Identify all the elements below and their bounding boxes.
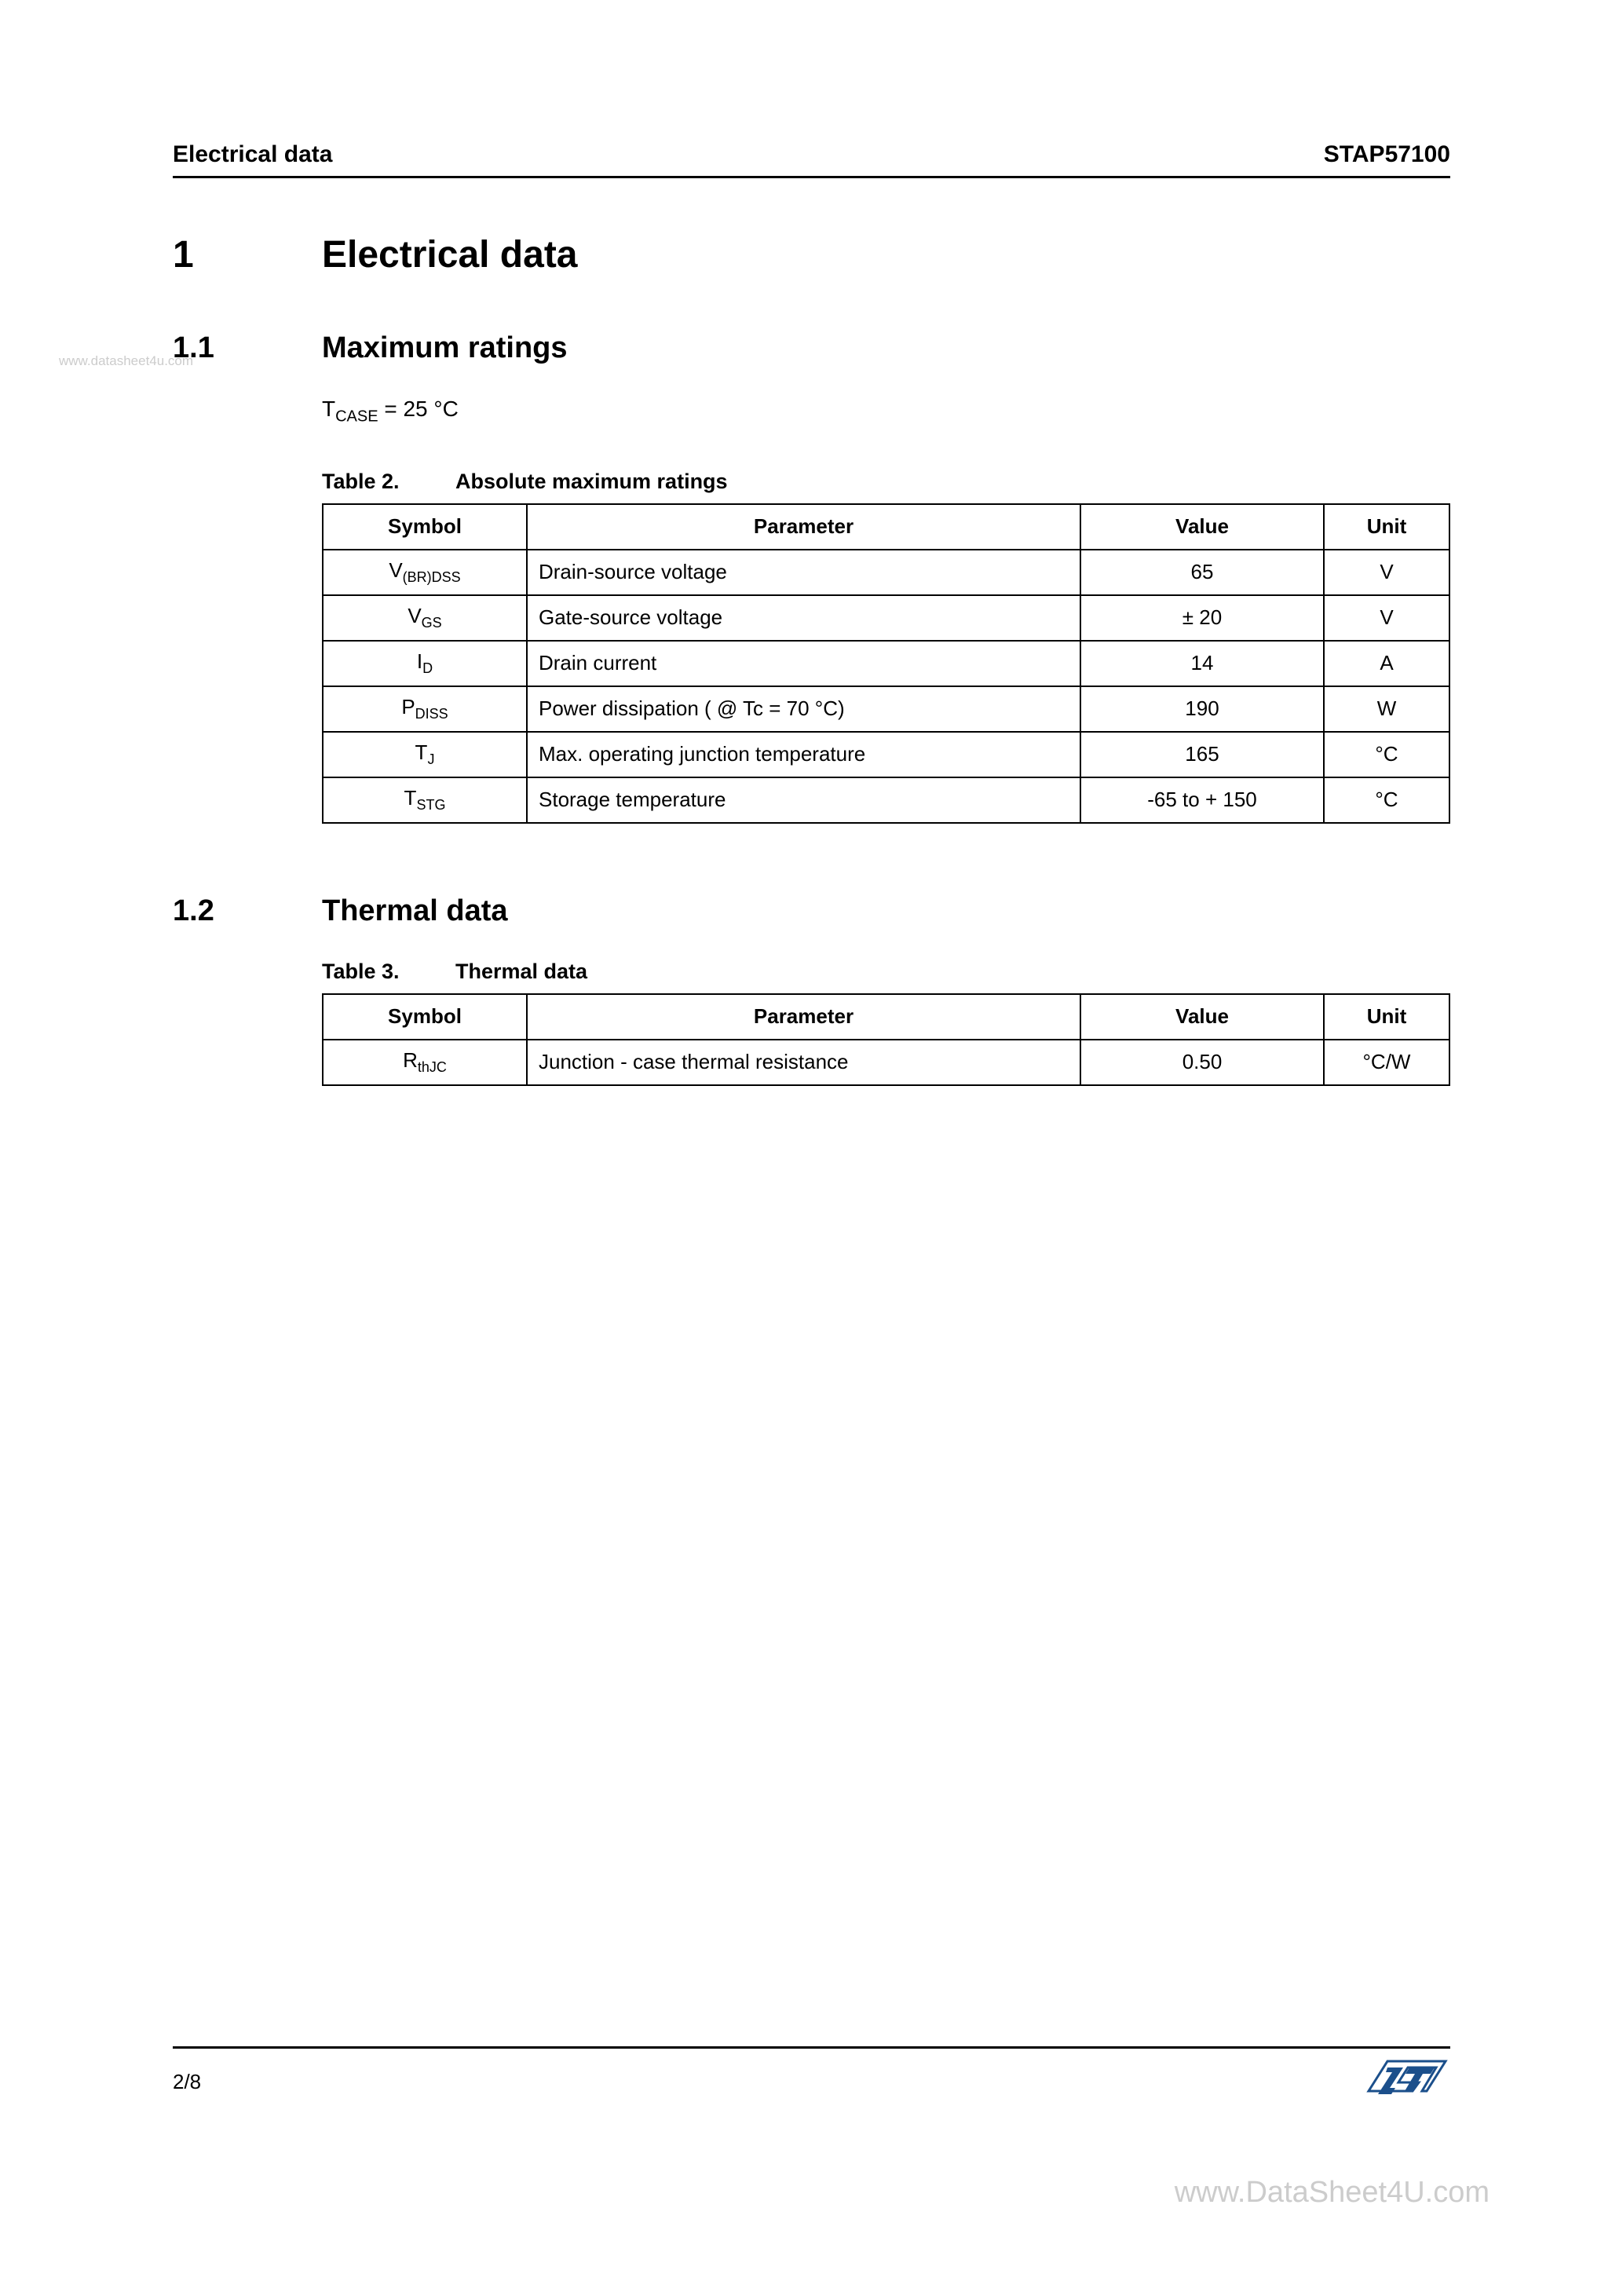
subsection-title: Maximum ratings — [322, 331, 568, 365]
table3-h-symbol: Symbol — [323, 994, 527, 1040]
table2-number: Table 2. — [322, 470, 455, 494]
table2-value: -65 to + 150 — [1080, 777, 1324, 823]
subsection-title: Thermal data — [322, 894, 508, 928]
table3-h-parameter: Parameter — [527, 994, 1080, 1040]
symbol-main: T — [404, 786, 417, 810]
symbol-sub: (BR)DSS — [403, 569, 461, 585]
tcase-prefix: T — [322, 397, 335, 421]
table2-unit: A — [1324, 641, 1449, 686]
watermark-small: www.datasheet4u.com — [59, 353, 193, 369]
content-1-2: Table 3.Thermal data Symbol Parameter Va… — [322, 960, 1450, 1086]
table2-h-unit: Unit — [1324, 504, 1449, 550]
table3-number: Table 3. — [322, 960, 455, 984]
subsection-number: 1.2 — [173, 894, 322, 928]
table3-h-value: Value — [1080, 994, 1324, 1040]
table2-row: IDDrain current14A — [323, 641, 1449, 686]
table2-value: 190 — [1080, 686, 1324, 732]
section-number: 1 — [173, 233, 322, 276]
section-1: 1 Electrical data — [173, 233, 1450, 276]
table2-symbol: VGS — [323, 595, 527, 641]
table2-title: Absolute maximum ratings — [455, 470, 728, 493]
symbol-main: V — [389, 558, 402, 582]
subsection-1-1: www.datasheet4u.com 1.1 Maximum ratings — [173, 331, 1450, 365]
table2-value: 165 — [1080, 732, 1324, 777]
symbol-sub: GS — [422, 615, 442, 631]
header-part-number: STAP57100 — [1324, 141, 1450, 168]
symbol-sub: J — [427, 751, 434, 767]
table2-parameter: Gate-source voltage — [527, 595, 1080, 641]
page: Electrical data STAP57100 1 Electrical d… — [0, 0, 1623, 2296]
table3-h-unit: Unit — [1324, 994, 1449, 1040]
table2-parameter: Max. operating junction temperature — [527, 732, 1080, 777]
table2-row: TJMax. operating junction temperature165… — [323, 732, 1449, 777]
table2-value: 14 — [1080, 641, 1324, 686]
table2-symbol: ID — [323, 641, 527, 686]
header-section-name: Electrical data — [173, 141, 332, 168]
table2-unit: W — [1324, 686, 1449, 732]
symbol-main: R — [403, 1048, 418, 1072]
table2-row: VGSGate-source voltage± 20V — [323, 595, 1449, 641]
section-title: Electrical data — [322, 233, 578, 276]
subsection-number: 1.1 — [173, 331, 322, 365]
symbol-sub: DISS — [415, 706, 448, 722]
page-number: 2/8 — [173, 2070, 201, 2094]
subsection-1-2: 1.2 Thermal data — [173, 894, 1450, 928]
table2-symbol: TSTG — [323, 777, 527, 823]
footer-watermark: www.DataSheet4U.com — [1175, 2176, 1490, 2210]
table3: Symbol Parameter Value Unit RthJCJunctio… — [322, 993, 1450, 1086]
symbol-sub: D — [422, 660, 433, 676]
st-logo — [1364, 2057, 1450, 2108]
table2-symbol: PDISS — [323, 686, 527, 732]
tcase-rest: = 25 °C — [378, 397, 459, 421]
symbol-main: T — [415, 740, 428, 764]
table2-unit: °C — [1324, 732, 1449, 777]
content-1-1: TCASE = 25 °C Table 2.Absolute maximum r… — [322, 397, 1450, 824]
symbol-sub: STG — [416, 797, 445, 813]
table2-parameter: Storage temperature — [527, 777, 1080, 823]
table2-unit: V — [1324, 550, 1449, 595]
table2-row: TSTGStorage temperature-65 to + 150°C — [323, 777, 1449, 823]
table2-symbol: V(BR)DSS — [323, 550, 527, 595]
table3-header-row: Symbol Parameter Value Unit — [323, 994, 1449, 1040]
table2-caption: Table 2.Absolute maximum ratings — [322, 470, 1450, 494]
table2-h-value: Value — [1080, 504, 1324, 550]
table2-value: 65 — [1080, 550, 1324, 595]
table3-row: RthJCJunction - case thermal resistance0… — [323, 1040, 1449, 1085]
tcase-condition: TCASE = 25 °C — [322, 397, 1450, 426]
table3-unit: °C/W — [1324, 1040, 1449, 1085]
table3-caption: Table 3.Thermal data — [322, 960, 1450, 984]
st-logo-icon — [1364, 2057, 1450, 2104]
table3-symbol: RthJC — [323, 1040, 527, 1085]
table2-unit: V — [1324, 595, 1449, 641]
table2-h-symbol: Symbol — [323, 504, 527, 550]
table2-unit: °C — [1324, 777, 1449, 823]
table3-title: Thermal data — [455, 960, 587, 983]
table2-value: ± 20 — [1080, 595, 1324, 641]
table2-parameter: Drain-source voltage — [527, 550, 1080, 595]
table2-h-parameter: Parameter — [527, 504, 1080, 550]
page-footer: 2/8 — [173, 2046, 1450, 2108]
table2: Symbol Parameter Value Unit V(BR)DSSDrai… — [322, 503, 1450, 824]
table2-header-row: Symbol Parameter Value Unit — [323, 504, 1449, 550]
table2-parameter: Drain current — [527, 641, 1080, 686]
table3-parameter: Junction - case thermal resistance — [527, 1040, 1080, 1085]
page-header: Electrical data STAP57100 — [173, 141, 1450, 178]
table2-row: V(BR)DSSDrain-source voltage65V — [323, 550, 1449, 595]
table3-value: 0.50 — [1080, 1040, 1324, 1085]
table2-row: PDISSPower dissipation ( @ Tc = 70 °C)19… — [323, 686, 1449, 732]
symbol-sub: thJC — [418, 1059, 447, 1075]
symbol-main: P — [401, 695, 415, 718]
symbol-main: V — [408, 604, 421, 627]
table2-parameter: Power dissipation ( @ Tc = 70 °C) — [527, 686, 1080, 732]
table2-symbol: TJ — [323, 732, 527, 777]
tcase-sub: CASE — [335, 408, 378, 426]
